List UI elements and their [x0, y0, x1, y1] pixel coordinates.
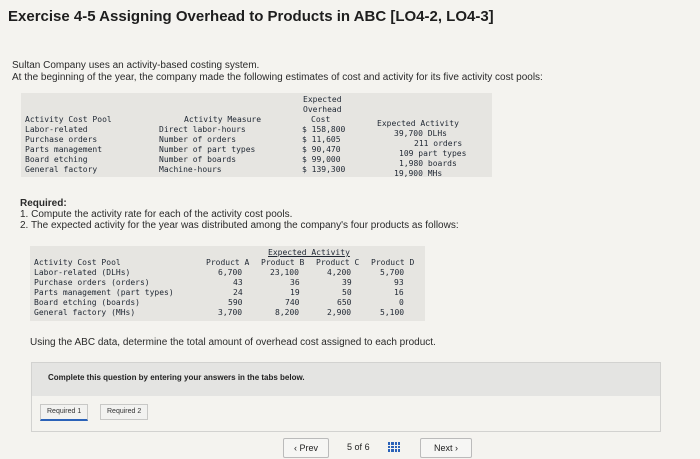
pool-cell: Board etching — [25, 155, 88, 164]
pool-cell: Parts management — [25, 145, 103, 154]
intro-line-1: Sultan Company uses an activity-based co… — [12, 60, 260, 71]
header-pool: Activity Cost Pool — [25, 115, 112, 124]
measure-cell: Number of orders — [159, 135, 237, 144]
value-cell: 24 — [233, 288, 243, 297]
cost-cell: $ 139,300 — [302, 165, 346, 174]
instruction-text: Complete this question by entering your … — [48, 373, 305, 382]
value-cell: 2,900 — [327, 308, 352, 317]
value-cell: 0 — [399, 298, 404, 307]
header-cost-2: Overhead — [303, 105, 342, 114]
answer-tabs: Required 1 Required 2 — [31, 396, 661, 432]
pool-cell: General factory — [25, 165, 98, 174]
header-activity: Expected Activity — [377, 119, 459, 128]
header-expected-activity: Expected Activity — [268, 248, 350, 257]
instruction-box: Complete this question by entering your … — [31, 362, 661, 398]
value-cell: 43 — [233, 278, 243, 287]
header-pool: Activity Cost Pool — [34, 258, 121, 267]
next-button[interactable]: Next › — [420, 438, 472, 458]
cost-cell: $ 158,800 — [302, 125, 346, 134]
pool-cell: Purchase orders — [25, 135, 98, 144]
value-cell: 740 — [285, 298, 300, 307]
required-item-1: 1. Compute the activity rate for each of… — [20, 209, 293, 220]
page-of: of — [354, 442, 363, 452]
using-abc-text: Using the ABC data, determine the total … — [30, 337, 436, 348]
header-product-b: Product B — [261, 258, 305, 267]
next-label: Next — [433, 443, 453, 453]
total-pages: 6 — [364, 442, 370, 452]
activity-cell: 1,980 boards — [399, 159, 457, 168]
intro-line-2: At the beginning of the year, the compan… — [12, 72, 543, 83]
value-cell: 5,100 — [380, 308, 405, 317]
prev-label: Prev — [299, 443, 319, 453]
cost-cell: $ 11,605 — [302, 135, 341, 144]
pool-cell: Parts management (part types) — [34, 288, 174, 297]
header-product-c: Product C — [316, 258, 360, 267]
header-product-a: Product A — [206, 258, 250, 267]
pool-cell: Labor-related (DLHs) — [34, 268, 131, 277]
value-cell: 36 — [290, 278, 300, 287]
measure-cell: Direct labor-hours — [159, 125, 246, 134]
value-cell: 19 — [290, 288, 300, 297]
product-activity-table: Expected Activity Activity Cost Pool Pro… — [30, 246, 425, 321]
prev-button[interactable]: ‹ Prev — [283, 438, 329, 458]
chevron-left-icon: ‹ — [293, 443, 297, 453]
current-page: 5 — [347, 442, 353, 452]
measure-cell: Number of boards — [159, 155, 237, 164]
tab-required-1[interactable]: Required 1 — [40, 404, 89, 421]
page-indicator: 5 of 6 — [347, 438, 370, 456]
header-cost-3: Cost — [311, 115, 331, 124]
grid-icon[interactable] — [388, 442, 400, 452]
value-cell: 23,100 — [270, 268, 299, 277]
measure-cell: Machine-hours — [159, 165, 222, 174]
required-section: Required: 1. Compute the activity rate f… — [20, 198, 459, 231]
value-cell: 4,200 — [327, 268, 352, 277]
cost-cell: $ 90,470 — [302, 145, 341, 154]
intro-text: Sultan Company uses an activity-based co… — [12, 60, 543, 84]
value-cell: 8,200 — [275, 308, 300, 317]
value-cell: 50 — [342, 288, 352, 297]
activity-cell: 39,700 DLHs — [394, 129, 447, 138]
value-cell: 16 — [394, 288, 404, 297]
value-cell: 6,700 — [218, 268, 243, 277]
value-cell: 39 — [342, 278, 352, 287]
required-item-2: 2. The expected activity for the year wa… — [20, 220, 459, 231]
header-measure: Activity Measure — [184, 115, 262, 124]
activity-cell: 19,900 MHs — [394, 169, 443, 178]
pool-cell: Board etching (boards) — [34, 298, 140, 307]
header-product-d: Product D — [371, 258, 415, 267]
value-cell: 3,700 — [218, 308, 243, 317]
activity-cell: 211 orders — [414, 139, 463, 148]
value-cell: 5,700 — [380, 268, 405, 277]
page-title: Exercise 4-5 Assigning Overhead to Produ… — [8, 8, 494, 25]
chevron-right-icon: › — [455, 443, 459, 453]
measure-cell: Number of part types — [159, 145, 256, 154]
cost-cell: $ 99,000 — [302, 155, 341, 164]
required-heading: Required: — [20, 198, 67, 209]
value-cell: 650 — [337, 298, 352, 307]
pool-cell: Labor-related — [25, 125, 88, 134]
pool-cell: Purchase orders (orders) — [34, 278, 150, 287]
tab-required-2[interactable]: Required 2 — [100, 404, 149, 420]
pool-cell: General factory (MHs) — [34, 308, 136, 317]
header-cost-1: Expected — [303, 95, 342, 104]
cost-pool-table: Expected Overhead Cost Activity Cost Poo… — [21, 93, 492, 178]
value-cell: 93 — [394, 278, 404, 287]
activity-cell: 109 part types — [399, 149, 467, 158]
value-cell: 590 — [228, 298, 243, 307]
